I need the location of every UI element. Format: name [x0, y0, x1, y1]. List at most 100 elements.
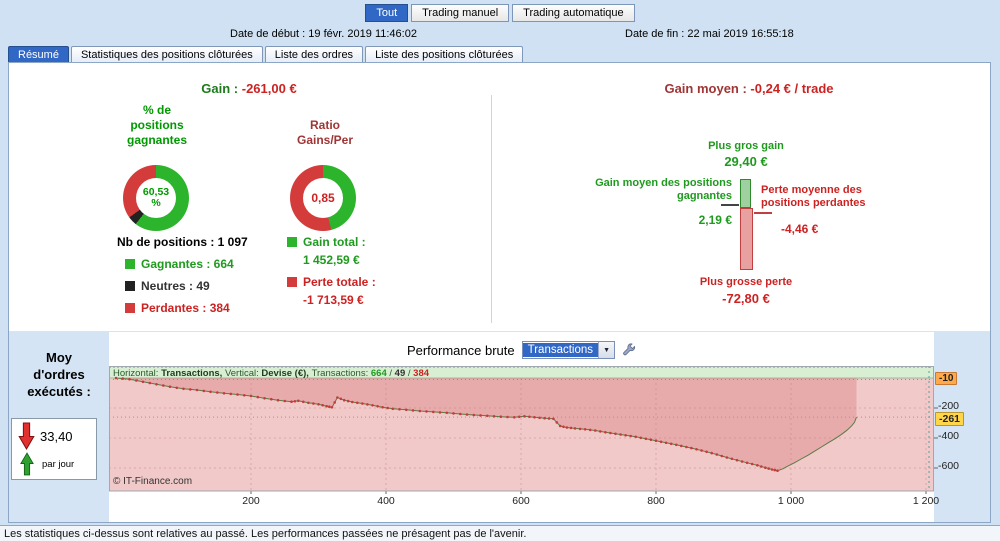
green-square-icon — [287, 237, 297, 247]
positions-donut-hole — [136, 178, 176, 218]
chart-sep: / — [405, 368, 414, 379]
red-square-icon — [287, 277, 297, 287]
svg-text:600: 600 — [512, 495, 530, 506]
performance-title: Performance brute — [406, 342, 515, 358]
ratio-title: Ratio Gains/Per — [296, 118, 354, 147]
selected-metric: Transactions — [522, 343, 599, 357]
tab-resume[interactable]: Résumé — [8, 46, 69, 63]
gain-label: Gain : — [201, 81, 242, 96]
ratio-donut-center: 0,85 — [311, 191, 335, 205]
tab-liste-positions[interactable]: Liste des positions clôturées — [365, 46, 524, 63]
svg-text:1 000: 1 000 — [778, 495, 804, 506]
tab-trading-automatique[interactable]: Trading automatique — [512, 4, 635, 22]
legend-gagnantes-label: Gagnantes : 664 — [141, 257, 234, 271]
avg-gain-marker — [721, 204, 739, 206]
winning-positions-title: % de positions gagnantes — [126, 103, 187, 147]
gain-moyen-label: Gain moyen : — [664, 81, 751, 96]
tab-trading-manuel[interactable]: Trading manuel — [411, 4, 510, 22]
date-start-label: Date de début : 19 févr. 2019 11:46:02 — [230, 28, 417, 40]
ratio-donut: 0,85 — [290, 165, 356, 231]
section-tabs: Résumé Statistiques des positions clôtur… — [8, 46, 524, 63]
positions-donut-center: 60,53 % — [142, 186, 170, 209]
gain-total-label: Gain total : — [303, 235, 366, 249]
positions-donut: 60,53 % — [123, 165, 189, 231]
plus-gros-gain-value: 29,40 € — [724, 154, 768, 169]
chevron-down-icon[interactable]: ▼ — [598, 342, 615, 358]
plus-grosse-perte-label: Plus grosse perte — [699, 276, 793, 288]
axis-area — [934, 332, 990, 522]
chart-h-value: Transactions, — [161, 368, 225, 379]
avg-gain-label: Gain moyen des positions gagnantes — [595, 177, 732, 202]
orders-per-day-title: Moy d'ordres exécutés : — [27, 350, 91, 399]
perte-totale-value: -1 713,59 € — [303, 293, 364, 307]
chart-neutral: 49 — [394, 368, 406, 379]
cursor-value-badge: -10 — [935, 372, 958, 385]
performance-metric-select[interactable]: Transactions ▼ — [521, 341, 616, 359]
svg-text:800: 800 — [647, 495, 665, 506]
dark-square-icon — [125, 281, 135, 291]
plus-grosse-perte-value: -72,80 € — [722, 291, 770, 306]
gain-total-value: 1 452,59 € — [303, 253, 360, 267]
chart-header: Horizontal: Transactions, Vertical: Devi… — [113, 368, 429, 379]
dates-row: Date de début : 19 févr. 2019 11:46:02 D… — [0, 28, 1000, 42]
horizontal-divider — [9, 331, 990, 332]
biggest-gain-bar — [740, 179, 751, 208]
svg-text:200: 200 — [242, 495, 260, 506]
chart-losses: 384 — [413, 368, 430, 379]
chart-v-label: Vertical: — [224, 368, 262, 379]
chevron-glyph: ▼ — [603, 346, 610, 354]
perte-totale-row: Perte totale : — [287, 275, 376, 289]
orders-per-day-value: 33,40 — [40, 429, 73, 444]
legend-neutres-label: Neutres : 49 — [141, 279, 210, 293]
legend-perdantes-label: Perdantes : 384 — [141, 301, 230, 315]
legend-neutres: Neutres : 49 — [125, 279, 210, 293]
green-square-icon — [125, 259, 135, 269]
settings-wrench-icon[interactable] — [622, 343, 636, 357]
chart-t-label: Transactions: — [311, 368, 371, 379]
avg-gain-value: 2,19 € — [698, 213, 732, 227]
biggest-loss-bar — [740, 208, 753, 270]
vertical-divider — [491, 95, 492, 323]
red-square-icon — [125, 303, 135, 313]
avg-loss-value: -4,46 € — [781, 222, 819, 236]
equity-chart[interactable]: 200 400 600 800 1 000 1 200 — [109, 366, 942, 506]
nb-positions: Nb de positions : 1 097 — [117, 235, 248, 249]
chart-sep: / — [386, 368, 395, 379]
copyright-label: © IT-Finance.com — [113, 476, 193, 487]
gain-moyen-title: Gain moyen : -0,24 € / trade — [509, 81, 989, 96]
legend-perdantes: Perdantes : 384 — [125, 301, 230, 315]
legend-gagnantes: Gagnantes : 664 — [125, 257, 234, 271]
gain-title: Gain : -261,00 € — [9, 81, 489, 96]
svg-text:400: 400 — [377, 495, 395, 506]
gain-value: -261,00 € — [241, 81, 297, 96]
disclaimer-text: Les statistiques ci-dessus sont relative… — [4, 528, 527, 540]
tab-liste-ordres[interactable]: Liste des ordres — [264, 46, 364, 63]
avg-loss-label: Perte moyenne des positions perdantes — [761, 184, 866, 209]
plus-gros-gain-label: Plus gros gain — [708, 140, 784, 152]
gain-total-row: Gain total : — [287, 235, 366, 249]
mode-tabs: Tout Trading manuel Trading automatique — [0, 4, 1000, 22]
tab-statistiques[interactable]: Statistiques des positions clôturées — [70, 46, 263, 63]
avg-loss-marker — [754, 212, 772, 214]
ratio-donut-hole — [303, 178, 343, 218]
status-bar: Les statistiques ci-dessus sont relative… — [0, 525, 1000, 541]
last-value-badge: -261 — [935, 412, 965, 426]
summary-panel: Gain : -261,00 € % de positions gagnante… — [8, 62, 991, 523]
tab-tout[interactable]: Tout — [365, 4, 409, 22]
performance-header: Performance brute Transactions ▼ — [109, 339, 934, 361]
perte-totale-label: Perte totale : — [303, 275, 376, 289]
red-down-arrow-icon — [18, 422, 35, 453]
chart-h-label: Horizontal: — [113, 368, 162, 379]
orders-per-day-box: 33,40 par jour — [11, 418, 97, 480]
y-axis-label-200: -200 — [938, 400, 960, 412]
chart-wins: 664 — [370, 368, 387, 379]
svg-text:1 200: 1 200 — [913, 495, 939, 506]
green-up-arrow-icon — [20, 452, 34, 479]
chart-v-value: Devise (€), — [261, 368, 312, 379]
y-axis-label-600: -600 — [938, 460, 960, 472]
gain-moyen-value: -0,24 € / trade — [750, 81, 834, 96]
y-axis-label-400: -400 — [938, 430, 960, 442]
orders-per-day-unit: par jour — [42, 459, 75, 470]
date-end-label: Date de fin : 22 mai 2019 16:55:18 — [625, 28, 794, 40]
